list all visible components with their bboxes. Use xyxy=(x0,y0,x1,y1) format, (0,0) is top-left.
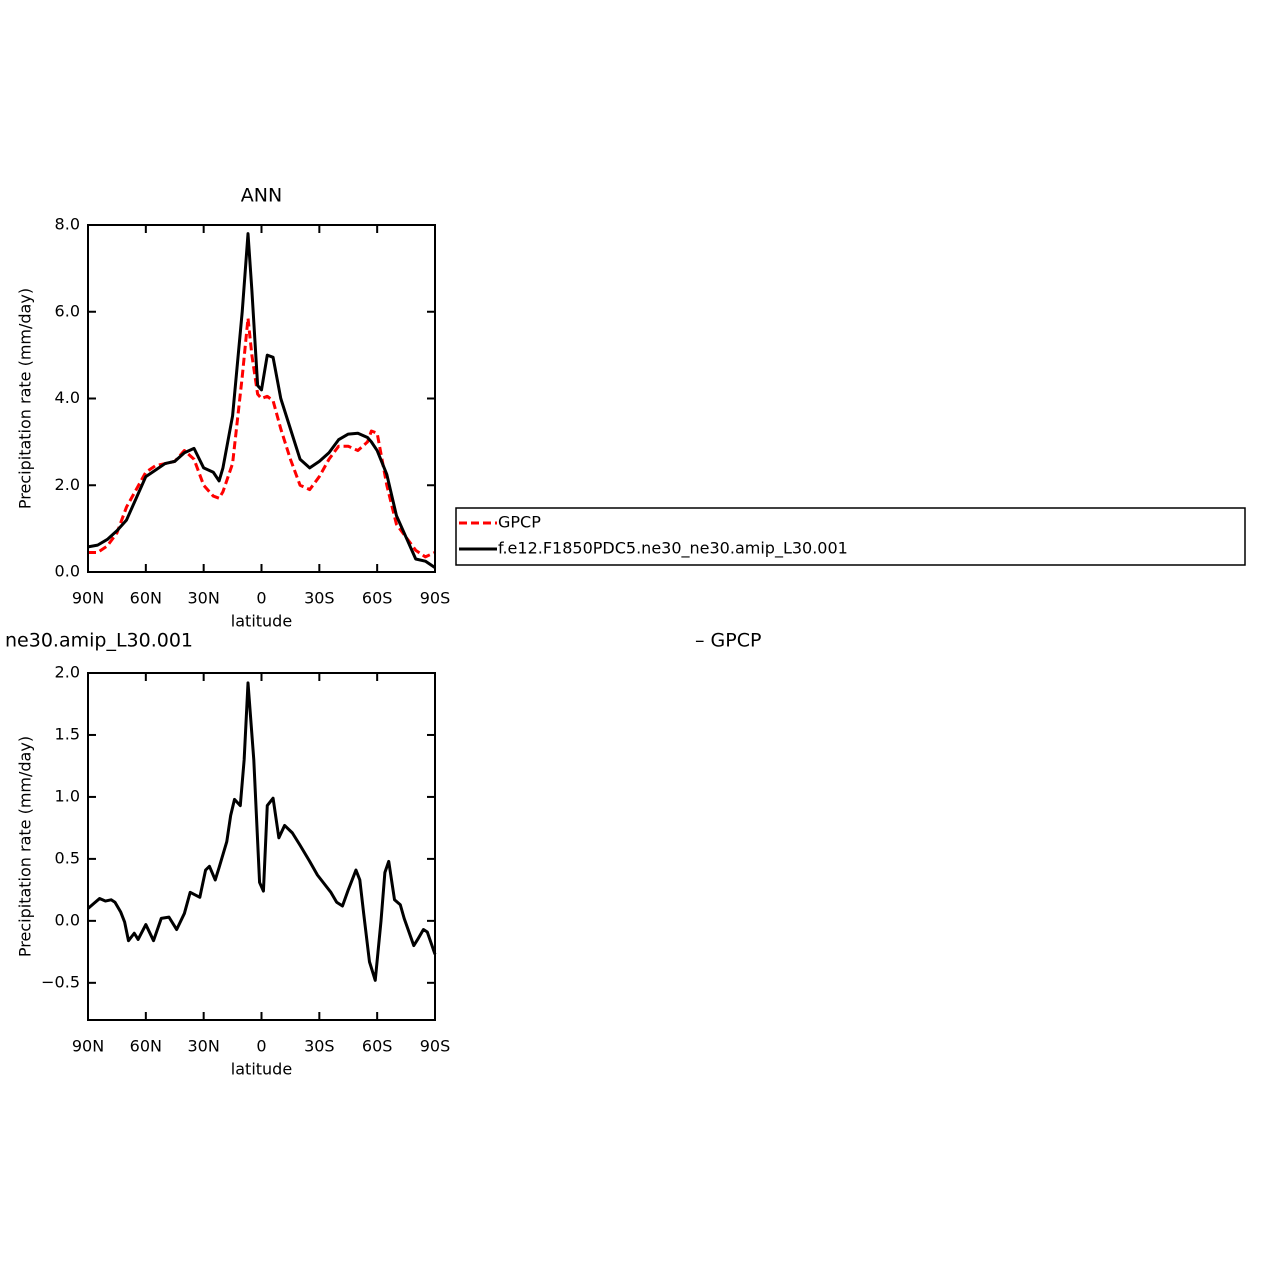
y-tick-label: 0.0 xyxy=(55,562,80,581)
y-tick-label: 6.0 xyxy=(55,301,80,320)
legend-box xyxy=(455,507,1246,566)
x-tick-label: 60S xyxy=(362,589,393,608)
x-tick-label: 60N xyxy=(130,589,162,608)
y-tick-label: −0.5 xyxy=(41,972,80,991)
chart-title: ANN xyxy=(241,185,282,207)
plot-frame xyxy=(87,224,436,573)
y-tick-label: 4.0 xyxy=(55,388,80,407)
x-tick-label: 60S xyxy=(362,1037,393,1056)
x-tick-label: 0 xyxy=(256,1037,266,1056)
chart-title-right: – GPCP xyxy=(695,630,761,652)
y-tick-label: 1.5 xyxy=(55,724,80,743)
x-tick-label: 30S xyxy=(304,589,335,608)
x-tick-label: 90N xyxy=(72,1037,104,1056)
y-tick-label: 2.0 xyxy=(55,475,80,494)
x-tick-label: 90N xyxy=(72,589,104,608)
series-line xyxy=(87,232,436,569)
y-tick-label: 8.0 xyxy=(55,215,80,234)
y-tick-label: 0.5 xyxy=(55,848,80,867)
y-axis-label: Precipitation rate (mm/day) xyxy=(16,288,35,509)
y-tick-label: 2.0 xyxy=(55,663,80,682)
plot-frame xyxy=(87,672,436,1021)
x-tick-label: 30N xyxy=(188,589,220,608)
series-line xyxy=(88,316,436,559)
legend-label: f.e12.F1850PDC5.ne30_ne30.amip_L30.001 xyxy=(498,539,848,559)
chart-title-left: ne30.amip_L30.001 xyxy=(5,630,193,652)
x-tick-label: 90S xyxy=(420,1037,451,1056)
x-tick-label: 90S xyxy=(420,589,451,608)
y-tick-label: 0.0 xyxy=(55,910,80,929)
legend-label: GPCP xyxy=(498,513,541,532)
x-axis-label: latitude xyxy=(231,612,292,631)
x-tick-label: 60N xyxy=(130,1037,162,1056)
x-tick-label: 30N xyxy=(188,1037,220,1056)
y-axis-label: Precipitation rate (mm/day) xyxy=(16,736,35,957)
y-tick-label: 1.0 xyxy=(55,786,80,805)
x-tick-label: 0 xyxy=(256,589,266,608)
x-axis-label: latitude xyxy=(231,1060,292,1079)
x-tick-label: 30S xyxy=(304,1037,335,1056)
series-line xyxy=(87,681,437,982)
